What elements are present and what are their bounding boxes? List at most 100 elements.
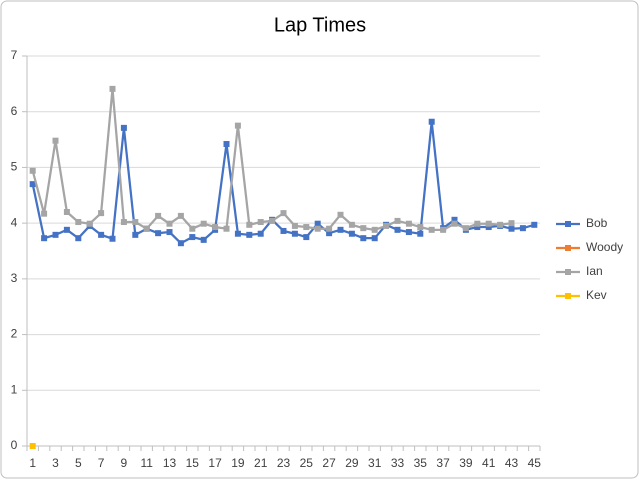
data-point <box>337 211 344 218</box>
legend-marker <box>565 245 571 251</box>
legend-label: Woody <box>586 240 623 254</box>
y-tick-label: 5 <box>11 160 18 174</box>
x-tick-label: 7 <box>98 456 105 470</box>
data-point <box>383 222 390 229</box>
data-point <box>291 230 298 237</box>
y-tick-label: 3 <box>11 271 18 285</box>
x-tick-label: 9 <box>121 456 128 470</box>
data-point <box>405 229 412 236</box>
x-tick-label: 5 <box>75 456 82 470</box>
x-tick-label: 27 <box>322 456 336 470</box>
data-point <box>269 217 276 224</box>
data-point <box>428 118 435 125</box>
y-tick-label: 4 <box>11 215 18 229</box>
x-tick-label: 3 <box>52 456 59 470</box>
data-point <box>474 220 481 227</box>
data-point <box>291 222 298 229</box>
legend-label: Bob <box>586 216 608 230</box>
x-tick-label: 41 <box>482 456 496 470</box>
x-tick-label: 31 <box>368 456 382 470</box>
x-tick-label: 19 <box>231 456 245 470</box>
data-point <box>417 230 424 237</box>
data-point <box>246 231 253 238</box>
data-point <box>303 224 310 231</box>
data-point <box>394 226 401 233</box>
data-point <box>86 220 93 227</box>
x-tick-label: 39 <box>459 456 473 470</box>
x-tick-label: 25 <box>300 456 314 470</box>
data-point <box>326 230 333 237</box>
data-point <box>314 220 321 227</box>
data-point <box>428 226 435 233</box>
data-point <box>120 124 127 131</box>
x-tick-label: 1 <box>29 456 36 470</box>
data-point <box>223 225 230 232</box>
x-tick-label: 17 <box>208 456 222 470</box>
x-tick-label: 45 <box>528 456 542 470</box>
legend-label: Ian <box>586 264 603 278</box>
data-point <box>189 225 196 232</box>
data-point <box>257 219 264 226</box>
legend-marker <box>565 293 571 299</box>
data-point <box>531 221 538 228</box>
data-point <box>132 231 139 238</box>
x-tick-label: 35 <box>414 456 428 470</box>
y-tick-label: 2 <box>11 327 18 341</box>
data-point <box>497 221 504 228</box>
data-point <box>348 221 355 228</box>
data-point <box>200 236 207 243</box>
data-point <box>41 235 48 242</box>
data-point <box>485 220 492 227</box>
legend-label: Kev <box>586 288 607 302</box>
data-point <box>63 209 70 215</box>
data-point <box>451 216 458 223</box>
data-point <box>280 227 287 234</box>
x-tick-label: 15 <box>186 456 200 470</box>
data-point <box>257 230 264 237</box>
x-tick-label: 21 <box>254 456 268 470</box>
y-tick-label: 0 <box>11 438 18 452</box>
x-tick-label: 13 <box>163 456 177 470</box>
data-point <box>405 220 412 227</box>
y-tick-label: 1 <box>11 382 18 396</box>
data-point <box>52 231 59 238</box>
data-point <box>177 240 184 247</box>
x-tick-label: 11 <box>140 456 153 470</box>
data-point <box>337 226 344 233</box>
data-point <box>440 226 447 233</box>
data-point <box>280 210 287 217</box>
data-point <box>98 210 105 217</box>
data-point <box>109 85 116 92</box>
data-point <box>234 230 241 237</box>
y-tick-label: 6 <box>11 104 18 118</box>
data-point <box>98 231 105 238</box>
data-point <box>303 234 310 241</box>
data-point <box>474 224 481 231</box>
data-point <box>462 225 469 232</box>
data-point <box>143 225 150 232</box>
data-point <box>519 225 526 232</box>
data-point <box>189 234 196 241</box>
data-point <box>212 224 219 231</box>
data-point <box>223 141 230 148</box>
data-point <box>63 226 70 233</box>
data-point <box>348 230 355 237</box>
data-point <box>508 220 515 227</box>
x-tick-label: 37 <box>436 456 450 470</box>
data-point <box>166 220 173 227</box>
y-tick-label: 7 <box>11 48 18 62</box>
data-point <box>200 220 207 227</box>
data-point <box>29 443 36 449</box>
data-point <box>371 235 378 242</box>
data-point <box>52 137 59 144</box>
data-point <box>508 225 515 232</box>
chart-title: Lap Times <box>274 14 366 36</box>
data-point <box>120 219 127 226</box>
data-point <box>314 225 321 232</box>
data-point <box>75 235 82 242</box>
data-point <box>155 212 162 219</box>
data-point <box>485 224 492 231</box>
data-point <box>29 167 36 174</box>
